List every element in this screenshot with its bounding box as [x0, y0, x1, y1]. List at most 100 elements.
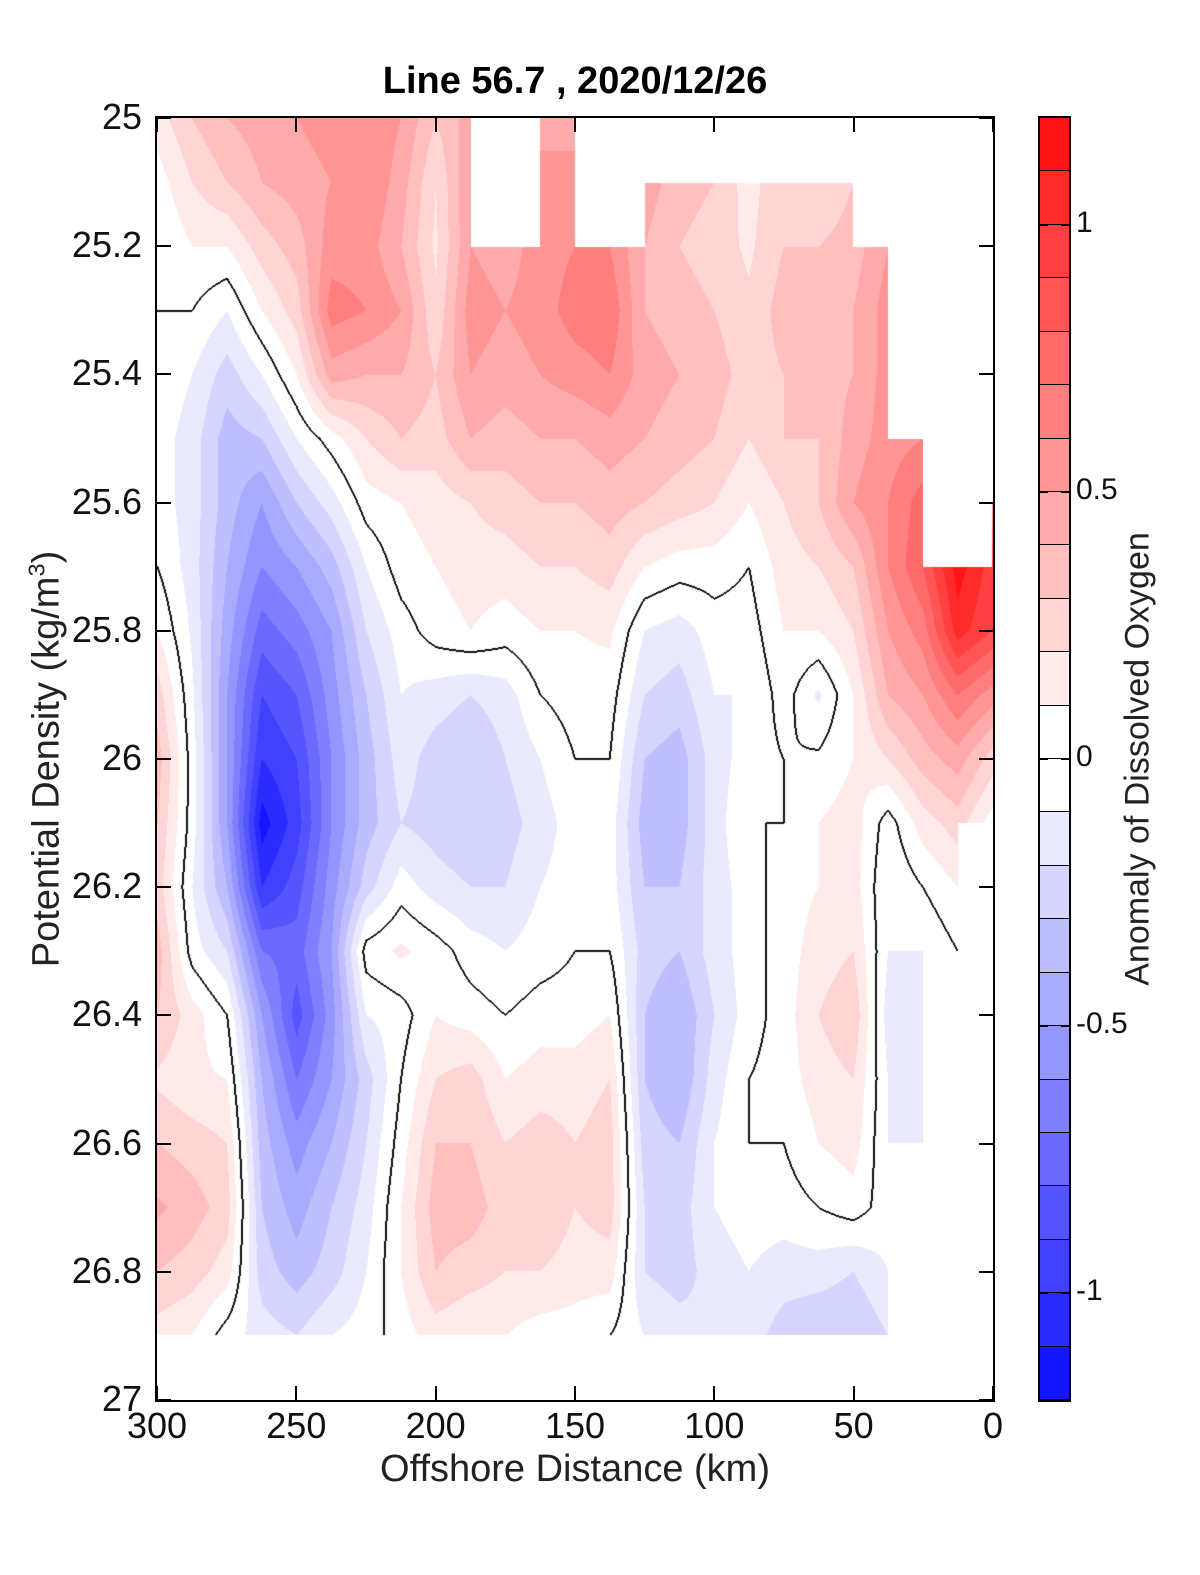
- y-tick-label: 26: [101, 737, 142, 778]
- colorbar-segment: [1040, 598, 1069, 653]
- colorbar-segment: [1040, 812, 1069, 866]
- y-axis-label-close: ): [25, 550, 68, 564]
- colorbar-tick: [1061, 1025, 1069, 1028]
- x-tick: [713, 118, 716, 132]
- x-tick: [156, 1386, 158, 1400]
- x-tick: [574, 118, 576, 132]
- colorbar-segment: [1040, 385, 1069, 439]
- colorbar-tick: [1040, 1025, 1048, 1028]
- y-tick: [157, 117, 171, 119]
- colorbar-tick: [1061, 223, 1069, 226]
- x-tick-label: 0: [982, 1405, 1004, 1446]
- y-tick-label: 26.6: [71, 1121, 142, 1163]
- x-tick: [992, 118, 994, 132]
- y-tick: [979, 1142, 993, 1145]
- contour-plot-area: [155, 116, 995, 1402]
- colorbar-segment: [1040, 1346, 1069, 1401]
- y-tick: [157, 373, 171, 376]
- x-tick: [992, 1386, 994, 1400]
- x-axis-label: Offshore Distance (km): [380, 1448, 770, 1490]
- y-tick: [979, 1399, 993, 1401]
- y-tick: [157, 1142, 171, 1145]
- y-tick: [979, 886, 993, 889]
- colorbar-segment: [1040, 1186, 1069, 1240]
- x-tick-label: 300: [126, 1405, 188, 1446]
- y-tick: [157, 886, 171, 889]
- y-tick-label: 27: [101, 1378, 142, 1419]
- colorbar-segment: [1040, 972, 1069, 1027]
- y-axis-label-superscript: 3: [23, 563, 50, 577]
- colorbar-segment: [1040, 118, 1069, 172]
- colorbar-segment: [1040, 545, 1069, 599]
- page-title: Line 56.7 , 2020/12/26: [382, 60, 768, 102]
- y-tick: [979, 245, 993, 248]
- colorbar-segment: [1040, 919, 1069, 973]
- colorbar-segment: [1040, 331, 1069, 386]
- x-tick: [295, 1386, 298, 1400]
- colorbar-segment: [1040, 652, 1069, 706]
- colorbar-segment: [1040, 171, 1069, 225]
- colorbar-segment: [1040, 1133, 1069, 1187]
- colorbar-tick: [1040, 758, 1048, 760]
- y-tick-label: 25.4: [71, 352, 142, 394]
- y-tick-label: 26.2: [71, 865, 142, 907]
- y-tick: [979, 117, 993, 119]
- colorbar-segment: [1040, 759, 1069, 813]
- x-tick-label: 150: [544, 1405, 606, 1446]
- colorbar-segment: [1040, 224, 1069, 279]
- y-tick: [157, 629, 171, 632]
- y-tick: [979, 1014, 993, 1017]
- colorbar-tick-label: 1: [1076, 205, 1093, 239]
- contour-canvas: [157, 118, 993, 1400]
- y-tick: [157, 1014, 171, 1017]
- colorbar-tick-label: -0.5: [1076, 1007, 1128, 1041]
- x-tick: [852, 1386, 855, 1400]
- y-tick: [979, 1270, 993, 1273]
- colorbar-tick: [1061, 758, 1069, 760]
- y-tick-label: 25.6: [71, 480, 142, 522]
- colorbar-segment: [1040, 1239, 1069, 1294]
- y-tick: [157, 245, 171, 248]
- colorbar-segment: [1040, 491, 1069, 546]
- x-tick-label: 50: [833, 1405, 874, 1446]
- y-tick-label: 25: [101, 96, 142, 137]
- colorbar-tick: [1061, 490, 1069, 493]
- y-tick-label: 25.8: [71, 608, 142, 650]
- colorbar: [1038, 116, 1071, 1402]
- colorbar-segment: [1040, 1293, 1069, 1347]
- colorbar-segment: [1040, 705, 1069, 760]
- x-tick: [574, 1386, 576, 1400]
- colorbar-tick-label: 0.5: [1076, 472, 1118, 506]
- x-tick: [295, 118, 298, 132]
- x-tick: [713, 1386, 716, 1400]
- colorbar-tick: [1040, 1292, 1048, 1295]
- y-tick: [157, 501, 171, 504]
- colorbar-tick: [1040, 223, 1048, 226]
- x-tick: [434, 118, 437, 132]
- y-tick: [157, 1399, 171, 1401]
- x-tick: [852, 118, 855, 132]
- colorbar-segment: [1040, 438, 1069, 492]
- x-tick-label: 250: [266, 1405, 327, 1446]
- y-tick: [979, 758, 993, 760]
- colorbar-segment: [1040, 1026, 1069, 1080]
- colorbar-segment: [1040, 1079, 1069, 1134]
- y-tick: [157, 1270, 171, 1273]
- y-tick-label: 26.8: [71, 1249, 142, 1291]
- colorbar-segment: [1040, 278, 1069, 332]
- x-tick-label: 100: [684, 1405, 745, 1446]
- y-tick: [979, 629, 993, 632]
- x-tick: [434, 1386, 437, 1400]
- x-tick-label: 200: [405, 1405, 466, 1446]
- y-tick-label: 25.2: [71, 224, 142, 266]
- y-tick: [979, 373, 993, 376]
- colorbar-tick-label: 0: [1076, 740, 1093, 773]
- colorbar-tick: [1061, 1292, 1069, 1295]
- y-tick: [157, 758, 171, 760]
- y-tick-label: 26.4: [71, 993, 142, 1035]
- colorbar-segment: [1040, 865, 1069, 920]
- colorbar-tick-label: -1: [1076, 1274, 1103, 1308]
- colorbar-tick: [1040, 490, 1048, 493]
- y-tick: [979, 501, 993, 504]
